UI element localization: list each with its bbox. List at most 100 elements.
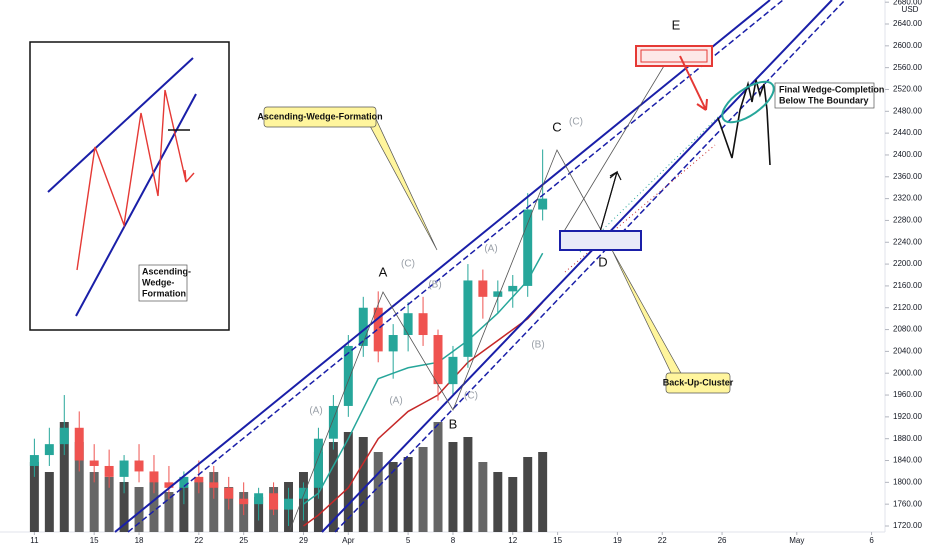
x-tick-label: 22 <box>194 536 203 545</box>
y-tick-label: 2480.00 <box>893 106 922 115</box>
callout-box <box>263 106 377 128</box>
candle-body <box>284 498 294 510</box>
candle-body <box>418 313 428 336</box>
x-tick-label: 18 <box>135 536 144 545</box>
y-tick-label: 2440.00 <box>893 128 922 137</box>
x-tick-label: 11 <box>30 536 39 545</box>
volume-bar <box>448 442 458 532</box>
y-tick-label: 2680.00 <box>893 0 922 6</box>
volume-bar <box>119 482 129 532</box>
candle-body <box>343 345 353 406</box>
candle-body <box>269 493 279 510</box>
inset-label-box <box>138 264 188 302</box>
candle-body <box>29 455 39 466</box>
x-tick-label: 6 <box>869 536 874 545</box>
candle-body <box>209 482 219 488</box>
currency-label: USD <box>902 5 919 14</box>
candle-body <box>493 291 503 297</box>
x-tick-label: 15 <box>90 536 99 545</box>
y-tick-label: 2240.00 <box>893 237 922 246</box>
candle-body <box>388 335 398 352</box>
wedge-lower-dash <box>334 0 846 533</box>
volume-bar <box>209 472 219 532</box>
candle-body <box>508 285 518 292</box>
projection <box>579 114 721 253</box>
projection-path <box>717 79 771 166</box>
volume-bar <box>149 482 159 532</box>
y-tick-label: 1920.00 <box>893 412 922 421</box>
inset-zigzag <box>76 89 195 271</box>
y-tick-label: 2640.00 <box>893 19 922 28</box>
candle-body <box>433 335 443 385</box>
backup-label: Back-Up-Cluster <box>663 377 734 387</box>
volume-bar <box>538 452 548 532</box>
x-tick-label: 5 <box>406 536 411 545</box>
final-label: Below The Boundary <box>779 95 869 105</box>
wave-label: (C) <box>464 391 478 402</box>
volume-bar <box>179 487 189 532</box>
x-tick-label: 22 <box>658 536 667 545</box>
x-tick-label: 25 <box>239 536 248 545</box>
y-tick-label: 1760.00 <box>893 499 922 508</box>
candle-body <box>59 427 69 445</box>
y-tick-label: 1840.00 <box>893 456 922 465</box>
inset-label: Ascending- <box>142 266 191 276</box>
x-tick-label: 26 <box>718 536 727 545</box>
wave-point-label: D <box>598 254 607 269</box>
candle-body <box>194 476 204 483</box>
volume-bar <box>328 442 338 532</box>
candle-body <box>523 209 533 286</box>
wedge-label: Ascending-Wedge-Formation <box>257 111 382 121</box>
wave-label: (B) <box>531 340 544 351</box>
x-tick-label: 15 <box>553 536 562 545</box>
candle-body <box>298 487 308 499</box>
moving-average <box>303 301 544 527</box>
y-tick-label: 2040.00 <box>893 346 922 355</box>
y-tick-label: 2120.00 <box>893 303 922 312</box>
wave-label: (C) <box>401 259 415 270</box>
y-tick-label: 2160.00 <box>893 281 922 290</box>
volume-bar <box>44 472 54 532</box>
candle-body <box>403 313 413 336</box>
y-tick-label: 2520.00 <box>893 85 922 94</box>
volume-bar <box>104 477 114 532</box>
inset-label: Wedge- <box>142 277 174 287</box>
y-tick-label: 2200.00 <box>893 259 922 268</box>
wave-label: (A) <box>484 244 497 255</box>
y-tick-label: 2000.00 <box>893 368 922 377</box>
volume-bar <box>433 422 443 532</box>
volume-bar <box>493 472 503 532</box>
volume-bar <box>418 447 428 532</box>
plot <box>29 1 889 535</box>
inset-line <box>47 57 194 193</box>
volume-bar <box>403 457 413 532</box>
volume-bar <box>373 452 383 532</box>
candle-body <box>89 460 99 466</box>
candle-body <box>538 198 548 210</box>
y-tick-label: 2280.00 <box>893 216 922 225</box>
wave-label: (A) <box>309 406 322 417</box>
final-label: Final Wedge-Completion <box>779 84 884 94</box>
candle-body <box>254 493 264 505</box>
candle-body <box>74 427 84 461</box>
candle-body <box>119 460 129 477</box>
backup-box <box>559 230 642 251</box>
candle-body <box>104 465 114 477</box>
wedge-upper <box>114 0 771 533</box>
wave-point-label: B <box>449 416 458 431</box>
labels: A B C D E (A) (C) (B) (A) (A) (C) (B) (C) <box>309 17 680 431</box>
x-tick-label: 8 <box>451 536 456 545</box>
candle-body <box>134 460 144 472</box>
moving-average <box>303 252 544 505</box>
volume-bar <box>388 462 398 532</box>
candle-body <box>224 487 234 499</box>
inset-label: Formation <box>142 288 186 298</box>
volume-bar <box>89 472 99 532</box>
y-tick-label: 1720.00 <box>893 521 922 530</box>
y-tick-label: 2360.00 <box>893 172 922 181</box>
x-tick-label: Apr <box>342 536 355 545</box>
wave-label: (B) <box>428 280 441 291</box>
target-box-inner <box>640 49 708 63</box>
x-tick-label: 29 <box>299 536 308 545</box>
